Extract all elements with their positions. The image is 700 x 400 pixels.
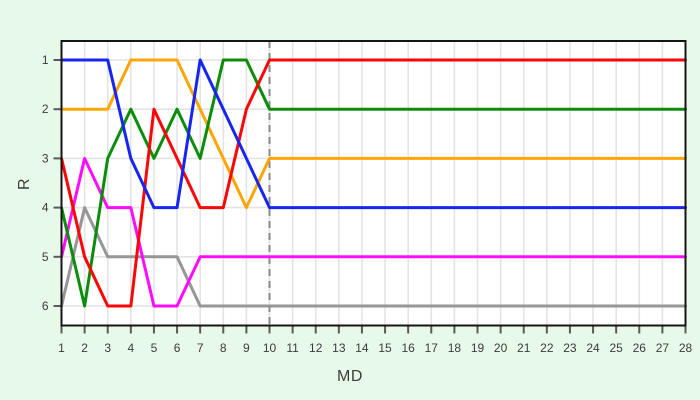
x-tick-label: 7 xyxy=(197,341,204,355)
x-tick-label: 10 xyxy=(263,341,277,355)
x-tick-label: 8 xyxy=(220,341,227,355)
plot-border xyxy=(60,40,687,327)
magenta-line xyxy=(60,156,687,308)
x-tick-label: 3 xyxy=(104,341,111,355)
y-tick-label: 2 xyxy=(42,102,49,116)
x-tick-label: 6 xyxy=(174,341,181,355)
x-tick-label: 15 xyxy=(378,341,392,355)
gray-line xyxy=(60,206,687,308)
y-axis-title: R xyxy=(16,177,33,191)
x-tick-label: 17 xyxy=(425,341,439,355)
x-tick-label: 24 xyxy=(586,341,600,355)
x-tick-label: 28 xyxy=(679,341,693,355)
plot-area xyxy=(61,41,686,326)
x-tick-label: 16 xyxy=(401,341,415,355)
x-tick-label: 1 xyxy=(58,341,65,355)
x-tick-label: 2 xyxy=(81,341,88,355)
x-tick-label: 25 xyxy=(609,341,623,355)
blue-line xyxy=(60,58,687,210)
y-tick-label: 4 xyxy=(42,201,49,215)
x-axis-title: MD xyxy=(337,368,363,385)
red-line xyxy=(60,58,687,308)
x-tick-label: 19 xyxy=(471,341,485,355)
y-tick-label: 6 xyxy=(42,299,49,313)
orange-line xyxy=(60,58,687,210)
x-tick-label: 26 xyxy=(633,341,647,355)
x-tick-label: 14 xyxy=(355,341,369,355)
y-tick-label: 1 xyxy=(42,53,49,67)
x-tick-label: 27 xyxy=(656,341,670,355)
x-tick-label: 22 xyxy=(540,341,554,355)
y-tick-label: 5 xyxy=(42,250,49,264)
x-tick-label: 4 xyxy=(127,341,134,355)
y-tick-label: 3 xyxy=(42,151,49,165)
x-tick-label: 5 xyxy=(151,341,158,355)
x-tick-label: 9 xyxy=(243,341,250,355)
x-tick-label: 11 xyxy=(286,341,299,355)
x-tick-label: 12 xyxy=(309,341,323,355)
x-tick-label: 13 xyxy=(332,341,346,355)
x-tick-label: 23 xyxy=(563,341,577,355)
x-tick-label: 21 xyxy=(517,341,531,355)
x-tick-label: 20 xyxy=(494,341,508,355)
x-tick-label: 18 xyxy=(448,341,462,355)
